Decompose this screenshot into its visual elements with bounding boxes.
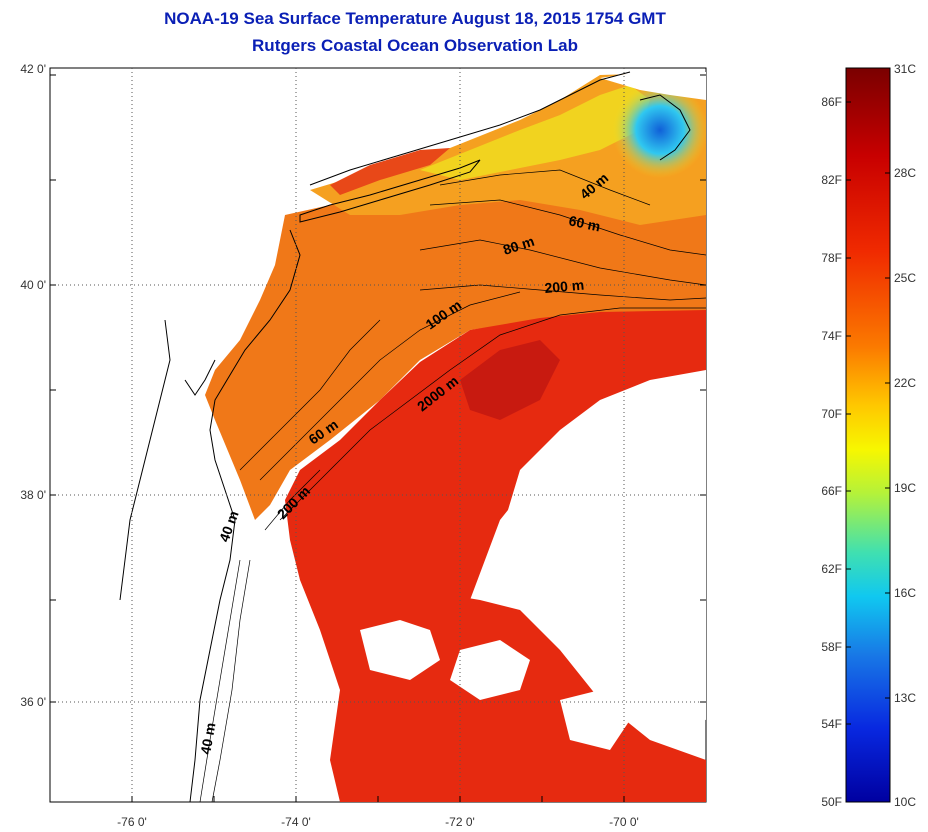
colorbar-f-label: 70F (821, 407, 842, 421)
sst-cold-patch (612, 82, 706, 178)
colorbar-c-label: 19C (894, 481, 916, 495)
sst-field (205, 72, 706, 802)
contour-100m (259, 291, 521, 481)
colorbar (845, 67, 891, 803)
colorbar-c-label: 10C (894, 795, 916, 809)
colorbar-ticks (846, 101, 890, 725)
cape-cod (639, 94, 691, 161)
lon-label-72: -72 0' (445, 815, 475, 829)
colorbar-f-label: 66F (821, 484, 842, 498)
contour-label: 40 m (197, 721, 218, 755)
colorbar-f-label: 54F (821, 717, 842, 731)
colorbar-f-label: 58F (821, 640, 842, 654)
cloud-gap-south-1 (360, 620, 440, 680)
colorbar-f-label: 86F (821, 95, 842, 109)
colorbar-c-label: 25C (894, 271, 916, 285)
grid-lines (50, 68, 706, 802)
lat-label-38: 38 0' (20, 488, 46, 502)
sst-core-darkred (460, 340, 560, 420)
lon-label-76: -76 0' (117, 815, 147, 829)
colorbar-f-label: 50F (821, 795, 842, 809)
coastline (119, 71, 691, 803)
long-island (299, 159, 481, 223)
mid-atlantic-coast (189, 229, 301, 803)
lat-label-42: 42 0' (20, 62, 46, 76)
colorbar-f-label: 82F (821, 173, 842, 187)
lat-label-36: 36 0' (20, 695, 46, 709)
bathymetry-contours (199, 169, 707, 803)
new-england-coast (309, 71, 631, 186)
axis-ticks (50, 74, 706, 802)
chesapeake-bay (119, 319, 171, 601)
colorbar-f-label: 78F (821, 251, 842, 265)
sst-coastal-yellow (420, 85, 650, 180)
contour-40m-north (439, 169, 651, 206)
contour-60m-south (239, 319, 381, 471)
colorbar-c-label: 13C (894, 691, 916, 705)
lon-label-74: -74 0' (281, 815, 311, 829)
colorbar-c-label: 28C (894, 166, 916, 180)
cloud-gap-north (600, 72, 706, 100)
delaware-bay (184, 359, 216, 396)
contour-40m-south (199, 559, 241, 803)
contour-2000m (279, 307, 706, 521)
colorbar-c-label: 16C (894, 586, 916, 600)
contour-200m-south (264, 469, 321, 531)
contour-60m-north (429, 199, 707, 256)
contour-80m (419, 239, 707, 286)
colorbar-c-label: 22C (894, 376, 916, 390)
colorbar-c-label: 31C (894, 62, 916, 76)
map-title: NOAA-19 Sea Surface Temperature August 1… (164, 9, 666, 28)
contour-label: 200 m (544, 277, 585, 296)
cloud-gap-south-2 (450, 640, 530, 700)
contour-40m-south-2 (211, 559, 251, 803)
lat-label-40: 40 0' (20, 278, 46, 292)
sst-shelf-orange (205, 170, 706, 520)
colorbar-f-label: 62F (821, 562, 842, 576)
cloud-gap-east (500, 370, 706, 720)
lon-label-70: -70 0' (609, 815, 639, 829)
cloud-gap-south-3 (560, 690, 630, 750)
map-subtitle: Rutgers Coastal Ocean Observation Lab (252, 36, 578, 55)
contour-200m-north (419, 284, 707, 301)
colorbar-f-label: 74F (821, 329, 842, 343)
sst-sound-red (330, 148, 450, 195)
contour-label: 60 m (567, 212, 602, 234)
